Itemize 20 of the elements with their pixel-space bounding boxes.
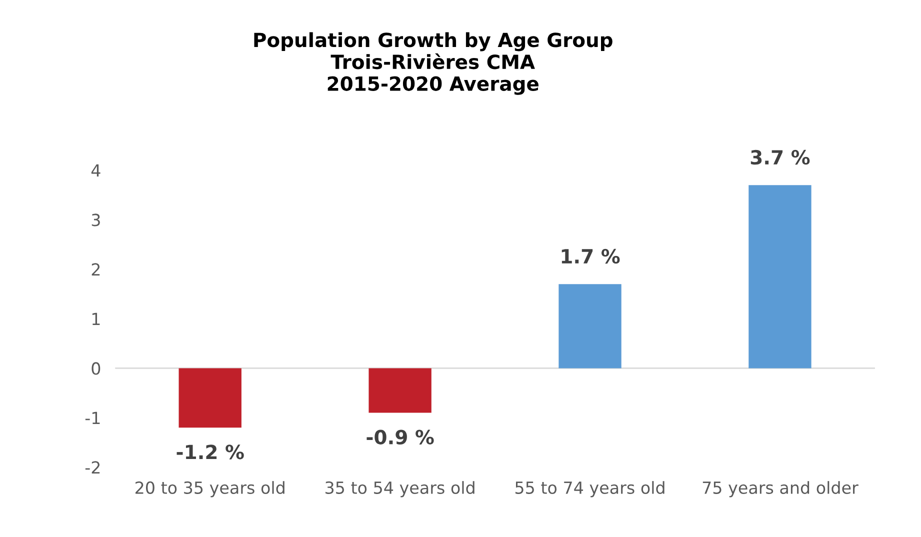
x-tick-label: 20 to 35 years old [136, 481, 284, 498]
y-tick-label: 1 [92, 312, 100, 326]
bar [748, 185, 812, 368]
y-tick-label: 4 [91, 164, 100, 177]
y-tick-label: 3 [92, 214, 100, 226]
y-tick-label: -2 [85, 461, 100, 474]
y-tick-label: 2 [92, 263, 100, 276]
bar [368, 368, 432, 413]
bar [178, 368, 242, 428]
bar [558, 284, 622, 368]
chart-title: Population Growth by Age Group Trois-Rivières CMA 2015-2020 Average [254, 32, 612, 95]
x-tick-label: 75 years and older [702, 481, 858, 498]
x-tick-label: 35 to 54 years old [326, 481, 474, 498]
data-label: 3.7 % [750, 150, 810, 165]
y-tick-label: 0 [92, 362, 100, 375]
y-tick-label: -1 [85, 412, 100, 424]
data-label: 1.7 % [562, 248, 620, 264]
data-label: -0.9 % [366, 430, 434, 444]
data-label: -1.2 % [176, 444, 244, 460]
x-tick-label: 55 to 74 years old [515, 481, 664, 498]
